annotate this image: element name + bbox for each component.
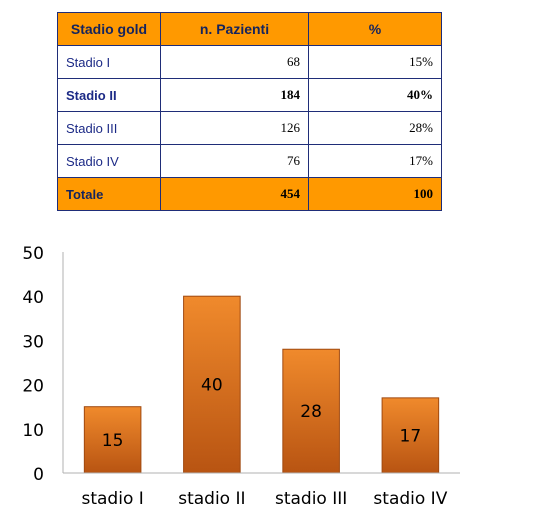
total-percent: 100 xyxy=(308,177,442,211)
bar xyxy=(381,397,440,474)
cell-percent: 15% xyxy=(308,45,442,79)
x-tick-label: stadio I xyxy=(81,489,143,509)
bar xyxy=(183,295,241,474)
x-tick-label: stadio III xyxy=(275,489,347,509)
bar xyxy=(282,348,340,474)
header-stage: Stadio gold xyxy=(57,12,161,46)
bar xyxy=(83,406,142,474)
table-row: Stadio IV 76 17% xyxy=(57,144,442,178)
cell-stage: Stadio II xyxy=(57,78,161,112)
bar-data-label: 17 xyxy=(400,426,422,446)
y-tick-label: 0 xyxy=(33,465,44,485)
total-label: Totale xyxy=(57,177,161,211)
y-tick-label: 10 xyxy=(22,421,44,441)
cell-stage: Stadio IV xyxy=(57,144,161,178)
cell-count: 68 xyxy=(160,45,309,79)
stage-table: Stadio gold n. Pazienti % Stadio I 68 15… xyxy=(57,12,442,211)
cell-percent: 40% xyxy=(308,78,442,112)
cell-percent: 17% xyxy=(308,144,442,178)
table-row: Stadio I 68 15% xyxy=(57,45,442,79)
x-axis-ticks: stadio I stadio II stadio III stadio IV xyxy=(81,489,447,509)
table-header-row: Stadio gold n. Pazienti % xyxy=(57,12,442,46)
y-tick-label: 40 xyxy=(22,288,44,308)
y-tick-label: 30 xyxy=(22,332,44,352)
y-tick-label: 50 xyxy=(22,244,44,264)
cell-count: 126 xyxy=(160,111,309,145)
cell-stage: Stadio I xyxy=(57,45,161,79)
cell-count: 184 xyxy=(160,78,309,112)
x-tick-label: stadio II xyxy=(178,489,245,509)
x-tick-label: stadio IV xyxy=(373,489,447,509)
header-percent: % xyxy=(308,12,442,46)
y-tick-label: 20 xyxy=(22,377,44,397)
table-total-row: Totale 454 100 xyxy=(57,177,442,211)
total-count: 454 xyxy=(160,177,309,211)
bar-data-label: 40 xyxy=(201,376,223,396)
cell-count: 76 xyxy=(160,144,309,178)
table-row: Stadio II 184 40% xyxy=(57,78,442,112)
cell-percent: 28% xyxy=(308,111,442,145)
y-axis-ticks: 0 10 20 30 40 50 xyxy=(22,244,44,485)
cell-stage: Stadio III xyxy=(57,111,161,145)
bar-data-label: 15 xyxy=(102,431,124,451)
header-count: n. Pazienti xyxy=(160,12,309,46)
bar-data-label: 28 xyxy=(300,402,322,422)
bars: 15 40 28 17 xyxy=(83,295,440,474)
table-row: Stadio III 126 28% xyxy=(57,111,442,145)
